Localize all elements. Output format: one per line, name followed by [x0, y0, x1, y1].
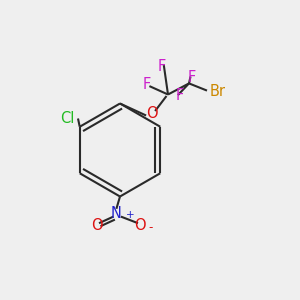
Text: -: - — [148, 221, 153, 234]
Text: F: F — [157, 59, 166, 74]
Text: F: F — [188, 70, 196, 86]
Text: F: F — [143, 77, 151, 92]
Text: O: O — [91, 218, 102, 233]
Text: +: + — [126, 210, 135, 220]
Text: Cl: Cl — [60, 111, 74, 126]
Text: N: N — [111, 206, 122, 221]
Text: Br: Br — [210, 84, 226, 99]
Text: O: O — [135, 218, 146, 233]
Text: O: O — [146, 106, 157, 122]
Text: F: F — [175, 88, 184, 104]
